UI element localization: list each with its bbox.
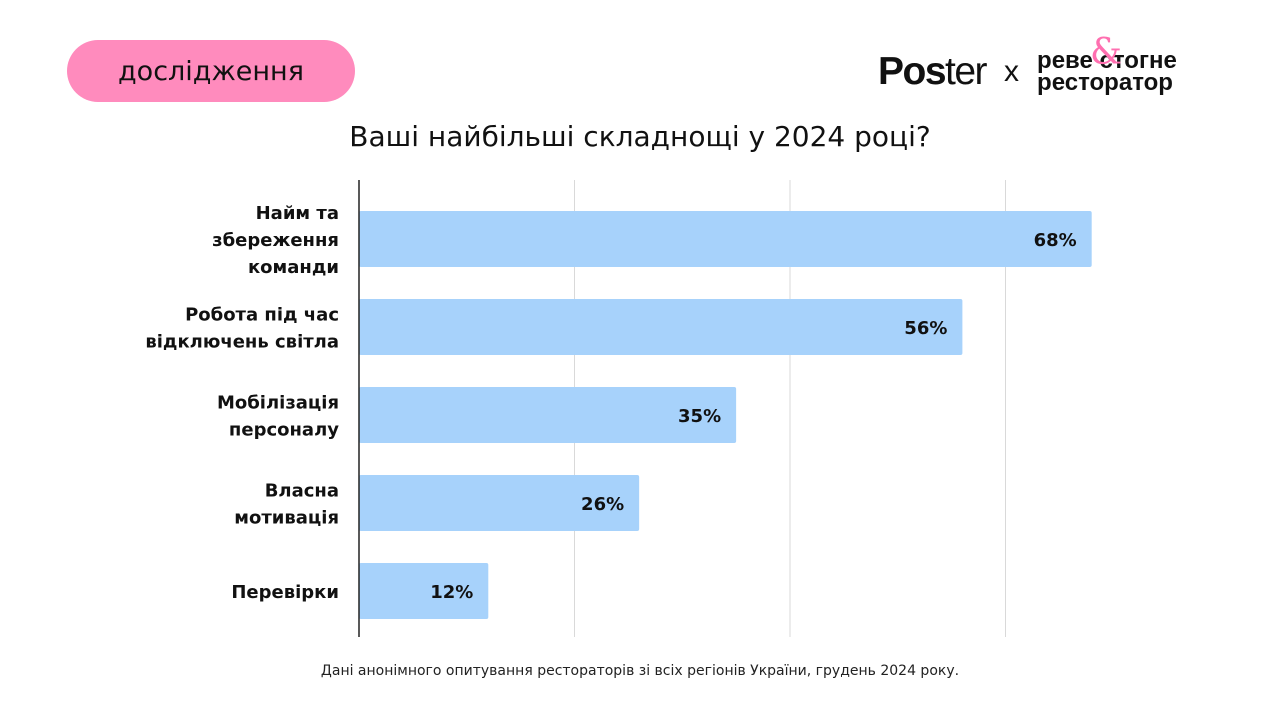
bar-value-label-3: 35% xyxy=(678,406,721,427)
category-label-2-line-1: Робота під час xyxy=(185,305,339,326)
category-label-1-line-1: Найм та xyxy=(256,203,339,224)
category-label-3-line-2: персоналу xyxy=(229,420,339,441)
category-label-1-line-2: збереження xyxy=(212,230,339,251)
bar-5 xyxy=(359,563,489,619)
category-label-4-line-2: мотивація xyxy=(234,508,339,529)
collab-separator: x xyxy=(1004,55,1020,88)
category-label-5-line-1: Перевірки xyxy=(231,582,339,603)
bar-1 xyxy=(359,211,1092,267)
poster-logo: Poster xyxy=(878,50,988,94)
category-tag-label: дослідження xyxy=(118,55,304,87)
poster-logo-light: ter xyxy=(945,50,988,93)
category-tag: дослідження xyxy=(67,40,355,102)
chart-title: Ваші найбільші складнощі у 2024 році? xyxy=(349,120,931,153)
footer-note: Дані анонімного опитування рестораторів … xyxy=(320,663,960,679)
bar-2 xyxy=(359,299,963,355)
bar-3 xyxy=(359,387,737,443)
poster-logo-bold: Pos xyxy=(878,50,947,93)
category-label-1-line-3: команди xyxy=(248,257,339,278)
partner-logo-line1: реве стогне xyxy=(1037,47,1177,74)
category-label-2-line-2: відключень світла xyxy=(145,332,339,353)
bar-4 xyxy=(359,475,640,531)
bar-value-label-2: 56% xyxy=(904,318,947,339)
bar-value-label-5: 12% xyxy=(430,582,473,603)
partner-logo-line2: ресторатор xyxy=(1037,69,1173,96)
bar-value-label-1: 68% xyxy=(1034,230,1077,251)
bar-value-label-4: 26% xyxy=(581,494,624,515)
category-label-4-line-1: Власна xyxy=(265,481,339,502)
category-label-3-line-1: Мобілізація xyxy=(217,393,339,414)
